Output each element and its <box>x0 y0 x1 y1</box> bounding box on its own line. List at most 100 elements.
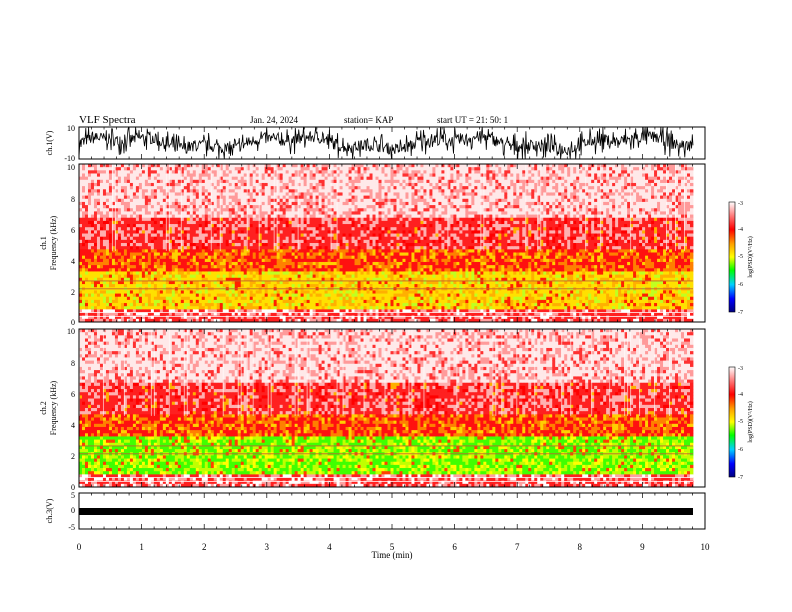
spectrogram-cell <box>204 230 209 234</box>
spectrogram-cell <box>333 220 337 225</box>
spectrogram-cell <box>222 246 227 250</box>
spectrogram-cell <box>360 271 364 275</box>
spectrogram-cell <box>108 195 113 200</box>
spectrogram-cell <box>114 195 119 200</box>
spectrogram-cell <box>372 211 376 215</box>
spectrogram-cell <box>138 208 143 212</box>
spectrogram-cell <box>339 164 343 168</box>
spectrogram-cell <box>315 277 320 282</box>
spectrogram-cell <box>111 211 116 215</box>
spectrogram-cell <box>117 274 122 279</box>
spectrogram-cell <box>330 258 334 263</box>
spectrogram-cell <box>174 173 179 178</box>
spectrogram-cell <box>84 220 89 225</box>
spectrogram-cell <box>237 227 242 231</box>
spectrogram-cell <box>363 271 367 275</box>
spectrogram-cell <box>183 280 188 285</box>
spectrogram-cell <box>363 318 367 323</box>
spectrogram-cell <box>225 217 230 222</box>
spectrogram-cell <box>189 277 194 282</box>
spectrogram-cell <box>79 227 83 231</box>
spectrogram-cell <box>79 179 83 184</box>
spectrogram-cell <box>264 243 269 247</box>
spectrogram-cell <box>252 309 257 313</box>
spectrogram-cell <box>84 173 89 178</box>
spectrogram-cell <box>372 230 376 234</box>
spectrogram-cell <box>345 255 349 260</box>
spectrogram-cell <box>213 309 218 313</box>
spectrogram-cell <box>249 268 254 272</box>
spectrogram-cell <box>237 315 242 320</box>
spectrogram-cell <box>225 280 230 285</box>
spectrogram-cell <box>120 230 125 234</box>
spectrogram-cell <box>201 230 206 234</box>
spectrogram-cell <box>297 173 302 178</box>
spectrogram-cell <box>135 246 140 250</box>
spectrogram-cell <box>351 296 355 301</box>
spectrogram-cell <box>300 265 305 269</box>
spectrogram-cell <box>303 211 308 215</box>
spectrogram-cell <box>90 243 95 247</box>
spectrogram-cell <box>219 312 224 317</box>
spectrogram-cell <box>195 299 200 304</box>
spectrogram-cell <box>201 176 206 181</box>
spectrogram-cell <box>192 284 197 288</box>
spectrogram-cell <box>123 211 128 215</box>
spectrogram-cell <box>240 243 245 247</box>
spectrogram-cell <box>345 189 349 193</box>
spectrogram-cell <box>369 274 373 279</box>
spectrogram-cell <box>330 176 334 181</box>
spectrogram-cell <box>147 167 152 171</box>
spectrogram-cell <box>255 198 260 203</box>
spectrogram-cell <box>198 284 203 288</box>
spectrogram-cell <box>171 243 176 247</box>
spectrogram-cell <box>84 296 89 301</box>
spectrogram-cell <box>159 274 164 279</box>
spectrogram-cell <box>120 217 125 222</box>
spectrogram-cell <box>306 179 311 184</box>
spectrogram-cell <box>240 173 245 178</box>
spectrogram-cell <box>147 192 152 196</box>
spectrogram-cell <box>153 261 158 266</box>
spectrogram-cell <box>345 309 349 313</box>
spectrogram-cell <box>306 309 311 313</box>
spectrogram-cell <box>303 261 308 266</box>
spectrogram-cell <box>267 296 272 301</box>
spectrogram-cell <box>321 243 325 247</box>
spectrogram-cell <box>123 214 128 219</box>
spectrogram-cell <box>198 217 203 222</box>
spectrogram-cell <box>351 182 355 187</box>
spectrogram-cell <box>300 296 305 301</box>
spectrogram-cell <box>123 239 128 244</box>
spectrogram-cell <box>312 214 317 219</box>
spectrogram-cell <box>189 214 194 219</box>
spectrogram-cell <box>279 246 284 250</box>
spectrogram-cell <box>141 309 146 313</box>
spectrogram-cell <box>282 173 287 178</box>
spectrogram-cell <box>342 255 346 260</box>
spectrogram-cell <box>225 261 230 266</box>
spectrogram-cell <box>105 170 110 174</box>
spectrogram-cell <box>138 271 143 275</box>
spectrogram-cell <box>132 192 137 196</box>
spectrogram-cell <box>258 195 263 200</box>
spectrogram-cell <box>111 176 116 181</box>
spectrogram-cell <box>174 192 179 196</box>
spectrogram-cell <box>114 176 119 181</box>
spectrogram-cell <box>177 306 182 310</box>
spectrogram-cell <box>156 252 161 257</box>
spectrogram-cell <box>255 201 260 206</box>
spectrogram-cell <box>324 268 328 272</box>
spectrogram-cell <box>267 211 272 215</box>
spectrogram-cell <box>147 239 152 244</box>
spectrogram-cell <box>282 246 287 250</box>
spectrogram-cell <box>279 233 284 238</box>
spectrogram-cell <box>153 195 158 200</box>
spectrogram-cell <box>258 271 263 275</box>
spectrogram-cell <box>357 318 361 323</box>
spectrogram-cell <box>162 293 167 298</box>
spectrogram-cell <box>147 182 152 187</box>
spectrogram-cell <box>198 179 203 184</box>
spectrogram-cell <box>240 268 245 272</box>
spectrogram-cell <box>222 201 227 206</box>
